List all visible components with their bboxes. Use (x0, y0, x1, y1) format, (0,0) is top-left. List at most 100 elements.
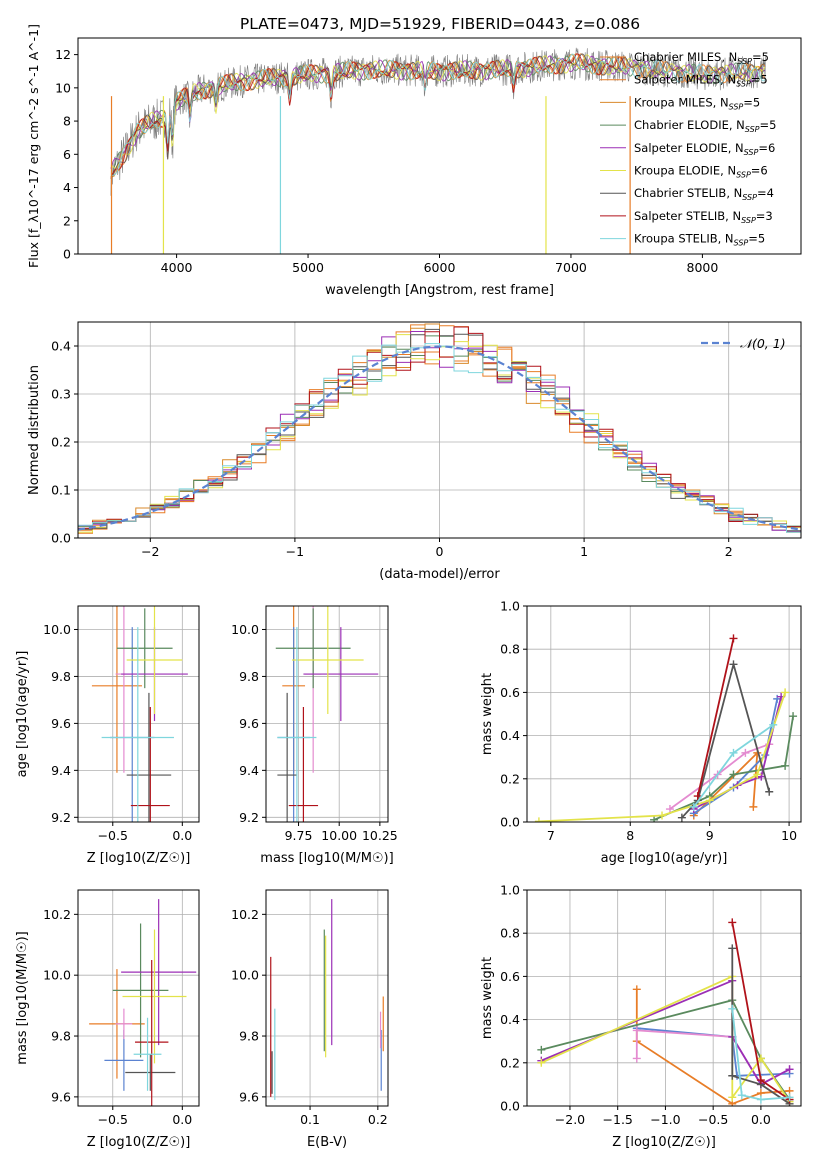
residual-histogram (78, 343, 801, 536)
mass-weight-marker (728, 918, 737, 927)
weight-vs-z-x-label: Z [log10(Z/Z☉)] (612, 1135, 716, 1150)
mass-weight-marker (632, 985, 641, 994)
mass-weight-marker (789, 712, 798, 721)
mass-weight-marker (765, 787, 774, 796)
mass-weight-marker (753, 770, 762, 779)
mass-weight-marker (785, 1065, 794, 1074)
y-tick-label: 2 (63, 213, 71, 228)
x-tick-label: 10 (781, 828, 797, 843)
y-tick-label: 10 (55, 80, 71, 95)
mass-vs-z-y-label: mass [log10(M/M☉)] (15, 931, 30, 1064)
x-tick-label: 0.2 (368, 1112, 388, 1127)
mass-weight-marker (737, 1091, 746, 1100)
y-tick-label: 10.2 (231, 907, 259, 922)
x-tick-label: 9.75 (285, 828, 313, 843)
y-tick-label: 9.6 (51, 1089, 71, 1104)
y-tick-label: 6 (63, 147, 71, 162)
weight-vs-z-axes: −2.0 −1.5 −1.0 −0.5 0.0 0.0 0.2 0.4 0.6 0.8 1.0 Z [… (480, 883, 802, 1150)
y-tick-label: 0.4 (500, 1012, 520, 1027)
legend-entry: Kroupa MILES, NSSP=5 (634, 95, 760, 111)
x-tick-label: 9 (706, 828, 714, 843)
x-tick-label: 7 (547, 828, 555, 843)
mass-weight-series (696, 638, 735, 797)
y-tick-label: 9.8 (51, 669, 71, 684)
age-vs-z-axes: −0.5 0.0 9.2 9.4 9.6 9.8 10.0 Z [log10(Z/Z☉)] ag… (15, 605, 200, 866)
y-tick-label: 10.0 (231, 968, 259, 983)
mass-weight-marker (785, 1093, 794, 1102)
mass-weight-marker (729, 660, 738, 669)
x-tick-label: 0 (436, 544, 444, 559)
y-tick-label: 9.8 (239, 1029, 259, 1044)
mass-weight-marker (756, 1054, 765, 1063)
spectrum-axes: 4000 5000 6000 7000 8000 0 2 4 6 8 10 12 wavelength … (26, 24, 802, 298)
model-spectrum-line (110, 55, 766, 179)
x-tick-label: 4000 (161, 260, 193, 275)
y-tick-label: 12 (55, 47, 71, 62)
weight-vs-z-y-label: mass weight (480, 957, 495, 1039)
mass-weight-marker (781, 761, 790, 770)
age-vs-mass-x-label: mass [log10(M/M☉)] (260, 851, 393, 866)
x-tick-label: 7000 (555, 260, 587, 275)
mass-weight-series (538, 692, 786, 822)
mass-weight-series (636, 1027, 790, 1077)
y-tick-label: 10.0 (43, 968, 71, 983)
y-tick-label: 0.4 (51, 339, 71, 354)
gaussian-curve (78, 345, 801, 531)
mass-vs-ebv-grid (266, 890, 388, 1106)
mass-vs-ebv-plot-area (270, 899, 384, 1100)
weight-vs-z-plot-area (537, 918, 794, 1106)
legend-entry: Salpeter MILES, NSSP=5 (634, 73, 768, 89)
mass-vs-ebv-axes: 0.1 0.2 9.6 9.8 10.0 10.2 E(B-V) (231, 889, 389, 1150)
y-tick-label: 9.6 (239, 716, 259, 731)
mass-weight-marker (728, 1093, 737, 1102)
x-tick-label: 0.0 (172, 1112, 192, 1127)
legend-entry: Salpeter ELODIE, NSSP=6 (634, 141, 775, 157)
age-vs-mass-grid (266, 606, 388, 822)
mass-weight-marker (729, 770, 738, 779)
mass-vs-ebv-frame (265, 889, 389, 1107)
mass-vs-z-axes: −0.5 0.0 9.6 9.8 10.0 10.2 Z [log10(Z/Z☉)] mass… (15, 889, 200, 1150)
x-tick-label: 0.1 (300, 1112, 320, 1127)
y-tick-label: 0.0 (500, 1099, 520, 1114)
legend-entry: Chabrier MILES, NSSP=5 (634, 50, 769, 66)
mass-weight-marker (693, 792, 702, 801)
y-tick-label: 9.4 (239, 763, 259, 778)
weight-vs-age-x-label: age [log10(age/yr)] (601, 851, 728, 866)
legend-entry: Salpeter STELIB, NSSP=3 (634, 209, 773, 225)
mass-weight-marker (781, 688, 790, 697)
spectrum-legend: Chabrier MILES, NSSP=5 Salpeter MILES, NS… (600, 50, 776, 248)
mass-weight-marker (665, 805, 674, 814)
x-tick-label: 0.0 (751, 1112, 771, 1127)
legend-entry: Kroupa STELIB, NSSP=5 (634, 232, 765, 248)
mass-weight-marker (729, 634, 738, 643)
x-tick-label: 10.00 (321, 828, 357, 843)
y-tick-label: 9.2 (51, 810, 71, 825)
x-tick-label: 8 (626, 828, 634, 843)
mass-weight-marker (632, 1054, 641, 1063)
observed-spectrum-line (110, 47, 766, 196)
age-vs-z-plot-area (91, 606, 188, 822)
mass-weight-marker (749, 802, 758, 811)
residuals-x-label: (data-model)/error (379, 567, 500, 582)
x-tick-label: 10.25 (362, 828, 398, 843)
mass-weight-marker (741, 748, 750, 757)
y-tick-label: 9.4 (51, 763, 71, 778)
x-tick-label: 2 (725, 544, 733, 559)
y-tick-label: 9.8 (51, 1029, 71, 1044)
mass-vs-z-frame (77, 889, 200, 1107)
legend-entry: Kroupa ELODIE, NSSP=6 (634, 164, 768, 180)
model-spectrum-line (110, 53, 630, 178)
weight-vs-age-y-label: mass weight (480, 673, 495, 755)
age-vs-mass-axes: 9.75 10.00 10.25 9.2 9.4 9.6 9.8 10.0 mass [log1… (231, 605, 398, 866)
mass-weight-marker (537, 1058, 546, 1067)
mass-weight-marker (756, 1076, 765, 1085)
age-vs-z-y-label: age [log10(age/yr)] (15, 651, 30, 778)
residuals-y-label: Normed distribution (27, 365, 42, 495)
model-spectrum-line (110, 55, 766, 169)
mass-vs-ebv-x-label: E(B-V) (307, 1135, 347, 1150)
y-tick-label: 0.2 (51, 435, 71, 450)
mass-weight-marker (632, 1026, 641, 1035)
mass-vs-z-plot-area (89, 899, 197, 1106)
spectrum-x-label: wavelength [Angstrom, rest frame] (325, 283, 554, 298)
